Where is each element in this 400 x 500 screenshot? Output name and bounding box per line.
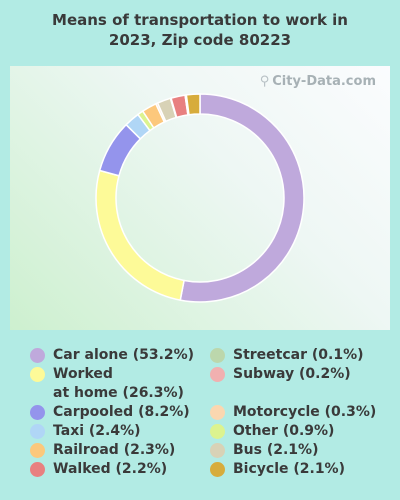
plot-area: ⚲ City-Data.com: [10, 66, 390, 330]
legend-item-carpooled: Carpooled (8.2%): [30, 403, 194, 422]
legend-label-taxi: Taxi (2.4%): [53, 423, 141, 439]
legend-column-right: Streetcar (0.1%) Subway (0.2%) Motorcycl…: [210, 346, 376, 479]
chart-title: Means of transportation to work in 2023,…: [0, 10, 400, 50]
legend-column-left: Car alone (53.2%) Worked at home (26.3%)…: [30, 346, 194, 479]
legend-label-streetcar: Streetcar (0.1%): [233, 347, 364, 363]
legend-label-railroad: Railroad (2.3%): [53, 442, 176, 458]
legend-swatch-railroad: [30, 443, 45, 458]
legend-item-other: Other (0.9%): [210, 422, 376, 441]
legend-swatch-motorcycle: [210, 405, 225, 420]
legend-item-bus: Bus (2.1%): [210, 441, 376, 460]
legend-spacer: [210, 384, 376, 403]
legend-item-walked: Walked (2.2%): [30, 460, 194, 479]
legend-label-worked-at-home-line-2: at home (26.3%): [53, 385, 184, 401]
legend-swatch-subway: [210, 367, 225, 382]
donut-chart: [95, 93, 305, 303]
legend-item-railroad: Railroad (2.3%): [30, 441, 194, 460]
legend-swatch-bicycle: [210, 462, 225, 477]
legend-label-worked-at-home-line-1: Worked: [53, 366, 113, 382]
watermark: ⚲ City-Data.com: [260, 74, 376, 89]
donut-slice-worked-at-home: [95, 169, 185, 301]
legend-item-subway: Subway (0.2%): [210, 365, 376, 384]
legend-swatch-bus: [210, 443, 225, 458]
legend-label-motorcycle: Motorcycle (0.3%): [233, 404, 377, 420]
legend-item-worked-at-home: Worked at home (26.3%): [30, 365, 194, 403]
chart-title-line-1: Means of transportation to work in: [52, 11, 348, 29]
magnifier-icon: ⚲: [259, 74, 270, 89]
legend-label-walked: Walked (2.2%): [53, 461, 168, 477]
legend-swatch-streetcar: [210, 348, 225, 363]
legend-label-subway: Subway (0.2%): [233, 366, 351, 382]
chart-title-line-2: 2023, Zip code 80223: [108, 31, 292, 49]
legend-swatch-carpooled: [30, 405, 45, 420]
legend-label-carpooled: Carpooled (8.2%): [53, 404, 190, 420]
legend-label-other: Other (0.9%): [233, 423, 335, 439]
legend-item-bicycle: Bicycle (2.1%): [210, 460, 376, 479]
legend-label-bus: Bus (2.1%): [233, 442, 319, 458]
legend-swatch-other: [210, 424, 225, 439]
legend-label-bicycle: Bicycle (2.1%): [233, 461, 345, 477]
legend-swatch-car-alone: [30, 348, 45, 363]
legend-item-motorcycle: Motorcycle (0.3%): [210, 403, 376, 422]
legend-swatch-worked-at-home: [30, 367, 45, 382]
watermark-text: City-Data.com: [272, 74, 376, 89]
legend-item-taxi: Taxi (2.4%): [30, 422, 194, 441]
legend-item-car-alone: Car alone (53.2%): [30, 346, 194, 365]
legend-label-car-alone: Car alone (53.2%): [53, 347, 195, 363]
legend-swatch-walked: [30, 462, 45, 477]
donut-slice-bicycle: [185, 93, 201, 116]
legend-item-streetcar: Streetcar (0.1%): [210, 346, 376, 365]
donut-slice-car-alone: [179, 93, 305, 303]
legend-swatch-taxi: [30, 424, 45, 439]
